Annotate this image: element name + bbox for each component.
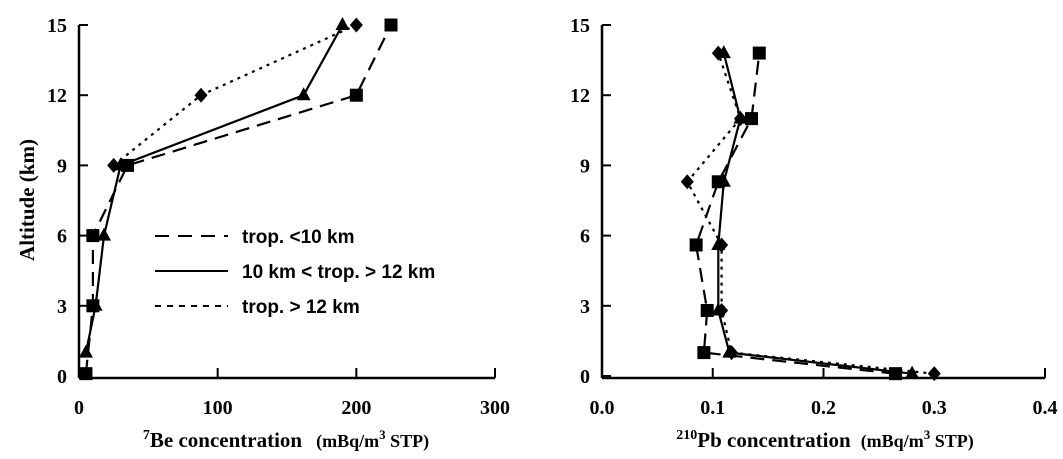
x-axis-label: 210Pb concentration (mBq/m3 STP) <box>676 427 973 452</box>
data-point-square <box>697 346 711 360</box>
x-tick-label: 0.3 <box>922 397 947 419</box>
legend-label-trop-gt-12: trop. > 12 km <box>242 297 360 318</box>
x-tick-label: 200 <box>341 397 371 419</box>
x-axis-label-main: Be concentration <box>150 428 303 452</box>
data-point-triangle <box>335 17 350 30</box>
x-tick-label: 0.2 <box>811 397 836 419</box>
x-tick-label: 0.4 <box>1033 397 1058 419</box>
x-axis-label-unit: (mBq/m <box>316 431 379 452</box>
series-diamond <box>107 17 363 173</box>
series-square <box>689 46 902 381</box>
data-point-diamond <box>349 17 363 33</box>
series-line <box>84 24 344 353</box>
x-axis-label-unit-end: STP) <box>386 431 430 452</box>
data-point-diamond <box>715 302 729 318</box>
data-point-diamond <box>107 157 121 173</box>
y-tick-label: 3 <box>57 296 67 318</box>
x-tick-label: 300 <box>480 397 510 419</box>
data-point-square <box>86 229 100 243</box>
x-tick-label: 0.0 <box>590 397 615 419</box>
x-tick-label: 100 <box>203 397 233 419</box>
data-point-diamond <box>711 45 725 61</box>
x-tick-label: 0 <box>74 397 84 419</box>
series-line <box>84 24 392 374</box>
data-point-diamond <box>725 345 739 361</box>
legend-label-trop-10-12: 10 km < trop. > 12 km <box>242 262 435 283</box>
data-point-diamond <box>194 87 208 103</box>
data-point-square <box>384 18 398 32</box>
data-point-diamond <box>927 366 941 382</box>
y-tick-label: 15 <box>570 15 590 37</box>
chart-panel-7be: Altitude (km) 0 3 6 9 12 15 0 100 200 300 7Be con… <box>15 15 510 452</box>
y-tick-label: 15 <box>47 15 67 37</box>
legend: trop. <10 km 10 km < trop. > 12 km trop.… <box>155 227 435 318</box>
y-tick-label: 12 <box>570 85 590 107</box>
series-triangle <box>78 17 350 358</box>
data-point-square <box>745 112 759 126</box>
data-point-diamond <box>733 111 747 127</box>
data-point-square <box>689 238 703 252</box>
data-point-square <box>349 88 363 102</box>
y-tick-label: 12 <box>47 85 67 107</box>
y-tick-label: 6 <box>57 226 67 248</box>
series-line <box>113 23 357 167</box>
x-axis-label-unit-superscript: 3 <box>924 427 931 442</box>
x-axis-label: 7Be concentration (mBq/m3 STP) <box>143 427 429 452</box>
y-tick-label: 6 <box>580 226 590 248</box>
y-tick-label: 0 <box>57 366 67 388</box>
data-point-square <box>700 303 714 317</box>
y-tick-label: 3 <box>580 296 590 318</box>
data-point-diamond <box>715 237 729 253</box>
x-axis-label-unit: (mBq/m <box>861 431 924 452</box>
x-axis-label-main: Pb concentration <box>697 428 851 452</box>
data-point-triangle <box>78 344 93 358</box>
legend-label-trop-lt-10: trop. <10 km <box>242 227 354 248</box>
x-axis-label-superscript: 210 <box>676 428 697 443</box>
data-point-square <box>79 367 93 381</box>
series-line <box>717 52 913 375</box>
data-point-triangle <box>296 87 311 101</box>
data-point-triangle <box>96 227 111 241</box>
x-axis-label-unit-superscript: 3 <box>379 427 386 442</box>
y-tick-label: 9 <box>57 155 67 177</box>
series-diamond <box>680 45 941 382</box>
x-axis-label-superscript: 7 <box>143 428 150 443</box>
data-point-square <box>752 46 766 60</box>
chart-panel-210pb: 0 3 6 9 12 15 0.0 0.1 0.2 0.3 0.4 210Pb concentrat… <box>570 15 1058 452</box>
data-point-triangle <box>88 297 103 311</box>
series-triangle <box>711 45 920 379</box>
x-tick-label: 0.1 <box>700 397 725 419</box>
data-point-triangle <box>905 365 920 379</box>
series-square <box>79 18 398 381</box>
y-tick-label: 0 <box>580 366 590 388</box>
series-line <box>694 52 896 375</box>
y-tick-label: 9 <box>580 155 590 177</box>
data-point-triangle <box>716 173 731 187</box>
x-axis-label-unit-end: STP) <box>930 431 974 452</box>
data-point-diamond <box>680 174 694 190</box>
y-axis-label: Altitude (km) <box>15 139 39 261</box>
series-line <box>686 52 935 375</box>
